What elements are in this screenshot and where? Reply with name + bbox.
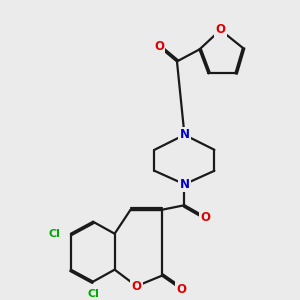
Text: Cl: Cl: [49, 229, 60, 239]
Text: N: N: [179, 128, 190, 141]
Text: N: N: [179, 178, 190, 191]
Text: O: O: [176, 283, 187, 296]
Text: O: O: [200, 211, 210, 224]
Text: O: O: [215, 23, 225, 37]
Text: O: O: [154, 40, 164, 53]
Text: O: O: [131, 280, 142, 292]
Text: Cl: Cl: [87, 289, 99, 298]
